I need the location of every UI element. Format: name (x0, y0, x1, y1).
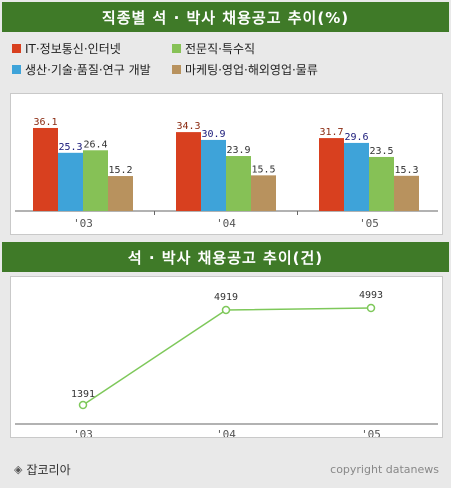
chart1-plot-panel: 36.1 25.3 26.4 15.2 '03 34.3 30.9 23.9 15.5 '04 31… (10, 93, 443, 235)
bar-value-label: 26.4 (83, 139, 107, 150)
bar (176, 132, 201, 211)
bar-value-label: 15.2 (108, 165, 132, 176)
bar-value-label: 34.3 (176, 121, 200, 132)
bar (251, 175, 276, 211)
bar-value-label: 15.5 (251, 164, 275, 175)
bar-value-label: 29.6 (344, 132, 368, 143)
bar-value-label: 23.9 (226, 145, 250, 156)
chart1-title-banner: 직종별 석 · 박사 채용공고 추이(%) (2, 2, 449, 32)
bar-value-label: 30.9 (201, 129, 225, 140)
chart1-title: 직종별 석 · 박사 채용공고 추이(%) (101, 8, 350, 27)
chart2-title: 석 · 박사 채용공고 추이(건) (127, 248, 324, 267)
point-value-label: 1391 (71, 389, 95, 400)
source-label: ◈ 잡코리아 (14, 461, 71, 478)
bar (394, 175, 419, 211)
data-point (366, 303, 376, 313)
data-point (221, 305, 231, 315)
bar-value-label: 36.1 (33, 117, 57, 128)
legend-item: 전문직·특수직 (172, 40, 255, 57)
bar-value-label: 23.5 (369, 146, 393, 157)
bar (226, 156, 251, 211)
bar (201, 139, 226, 211)
bar-value-label: 15.3 (394, 165, 418, 176)
legend-label: 마케팅·영업·해외영업·물류 (185, 63, 318, 77)
bar-value-label: 25.3 (58, 142, 82, 153)
legend-swatch (172, 65, 181, 74)
bar (319, 138, 344, 211)
x-tick-label: '04 (216, 217, 236, 230)
bar (369, 156, 394, 211)
bar (33, 127, 58, 211)
copyright-text: copyright datanews (330, 463, 439, 476)
legend-swatch (172, 44, 181, 53)
legend-item: 생산·기술·품질·연구 개발 (12, 61, 151, 78)
legend-label: IT·정보통신·인터넷 (25, 42, 121, 56)
source-text: 잡코리아 (26, 463, 71, 477)
legend-item: IT·정보통신·인터넷 (12, 40, 121, 57)
data-point (78, 400, 88, 410)
legend-label: 전문직·특수직 (185, 42, 256, 56)
chart2-title-banner: 석 · 박사 채용공고 추이(건) (2, 242, 449, 272)
bar (83, 150, 108, 211)
legend-swatch (12, 44, 21, 53)
chart2-svg: 1391 '03 4919 '04 4993 '05 (15, 290, 438, 441)
point-value-label: 4993 (359, 290, 383, 301)
x-tick-label: '05 (361, 428, 381, 437)
bar (344, 142, 369, 211)
diamond-icon: ◈ (14, 463, 23, 476)
chart2-plot-panel: 1391 '03 4919 '04 4993 '05 (10, 276, 443, 441)
bar-value-label: 31.7 (319, 127, 343, 138)
bar (108, 176, 133, 211)
chart1-svg: 36.1 25.3 26.4 15.2 '03 34.330.923.915.5 '04 31… (15, 117, 438, 230)
legend-label: 생산·기술·품질·연구 개발 (25, 63, 151, 77)
x-tick-label: '04 (216, 428, 236, 437)
x-tick-label: '03 (73, 217, 93, 230)
x-tick-label: '05 (359, 217, 379, 230)
x-tick-label: '03 (73, 428, 93, 437)
bar (58, 152, 83, 211)
legend-item: 마케팅·영업·해외영업·물류 (172, 61, 318, 78)
series-line (82, 307, 372, 406)
point-value-label: 4919 (214, 292, 238, 303)
legend-swatch (12, 65, 21, 74)
